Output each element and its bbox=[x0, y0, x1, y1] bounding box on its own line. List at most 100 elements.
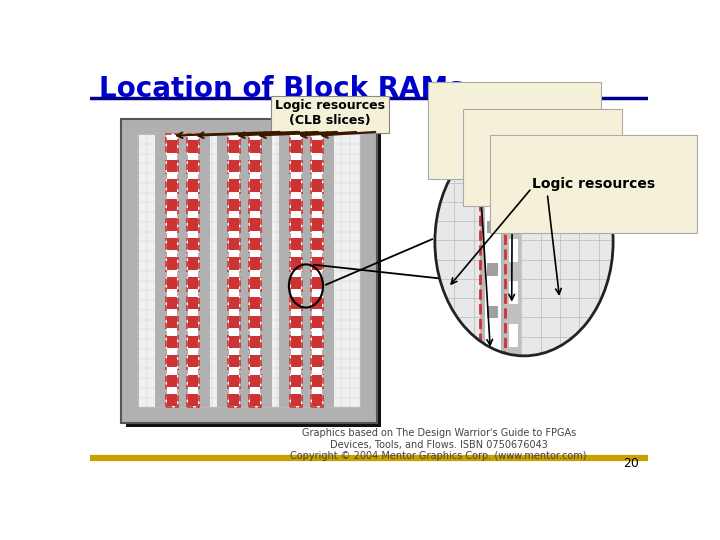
Bar bbox=[261, 350, 264, 355]
Bar bbox=[239, 155, 243, 159]
Text: Location of Block RAMs: Location of Block RAMs bbox=[99, 75, 465, 103]
Bar bbox=[291, 199, 301, 211]
Bar bbox=[301, 253, 305, 257]
Bar bbox=[287, 311, 291, 316]
Bar bbox=[291, 140, 301, 153]
Bar bbox=[250, 238, 260, 250]
Bar bbox=[291, 335, 301, 348]
Bar bbox=[239, 389, 243, 394]
Bar bbox=[301, 350, 305, 355]
Bar bbox=[287, 272, 291, 276]
Bar bbox=[155, 134, 166, 408]
Bar bbox=[198, 174, 202, 179]
Bar bbox=[167, 375, 177, 387]
Bar bbox=[487, 306, 498, 318]
Bar bbox=[246, 389, 250, 394]
Bar bbox=[177, 174, 181, 179]
Bar bbox=[163, 370, 166, 374]
Bar bbox=[177, 213, 181, 218]
Bar bbox=[167, 277, 177, 289]
Bar bbox=[229, 179, 239, 192]
Bar bbox=[480, 128, 505, 356]
Bar bbox=[312, 238, 322, 250]
Bar bbox=[509, 197, 518, 219]
Bar bbox=[279, 134, 290, 408]
Bar bbox=[198, 389, 202, 394]
Bar bbox=[487, 233, 498, 261]
Bar bbox=[225, 350, 228, 355]
Bar bbox=[177, 350, 181, 355]
Bar bbox=[246, 213, 250, 218]
Bar bbox=[184, 370, 188, 374]
Bar bbox=[301, 174, 305, 179]
Bar bbox=[121, 119, 377, 423]
Bar bbox=[435, 128, 480, 356]
Bar bbox=[177, 389, 181, 394]
Bar bbox=[480, 128, 485, 356]
Bar bbox=[246, 292, 250, 296]
Bar bbox=[229, 160, 239, 172]
Bar bbox=[312, 160, 322, 172]
Bar bbox=[250, 199, 260, 211]
Bar bbox=[509, 281, 518, 304]
Bar bbox=[225, 311, 228, 316]
Bar bbox=[239, 370, 243, 374]
Bar bbox=[261, 370, 264, 374]
Bar bbox=[198, 253, 202, 257]
Ellipse shape bbox=[435, 128, 613, 356]
Bar bbox=[509, 154, 518, 177]
Bar bbox=[301, 311, 305, 316]
Bar bbox=[291, 238, 301, 250]
Bar bbox=[246, 272, 250, 276]
Bar bbox=[177, 155, 181, 159]
Bar bbox=[167, 160, 177, 172]
Bar bbox=[163, 330, 166, 335]
Bar bbox=[177, 272, 181, 276]
Bar bbox=[291, 179, 301, 192]
Text: Logic resources: Logic resources bbox=[532, 177, 655, 191]
Bar bbox=[217, 134, 228, 408]
Bar bbox=[287, 174, 291, 179]
Bar bbox=[261, 253, 264, 257]
Bar bbox=[177, 330, 181, 335]
Bar bbox=[290, 134, 302, 408]
Bar bbox=[291, 219, 301, 231]
Bar bbox=[246, 155, 250, 159]
Bar bbox=[250, 296, 260, 309]
Bar bbox=[225, 272, 228, 276]
Bar bbox=[250, 394, 260, 407]
Bar bbox=[312, 219, 322, 231]
Bar bbox=[239, 272, 243, 276]
Bar bbox=[301, 370, 305, 374]
Bar bbox=[487, 191, 498, 219]
Bar bbox=[308, 292, 312, 296]
Bar bbox=[323, 311, 326, 316]
Bar bbox=[312, 375, 322, 387]
Bar bbox=[198, 233, 202, 238]
Bar bbox=[291, 316, 301, 328]
Bar bbox=[163, 389, 166, 394]
Bar bbox=[184, 389, 188, 394]
Bar bbox=[250, 277, 260, 289]
Bar bbox=[301, 389, 305, 394]
Bar bbox=[261, 155, 264, 159]
Bar bbox=[501, 128, 505, 356]
Bar bbox=[323, 134, 334, 408]
Bar bbox=[163, 253, 166, 257]
Bar bbox=[261, 194, 264, 199]
Bar bbox=[249, 134, 261, 408]
Bar bbox=[239, 350, 243, 355]
Bar bbox=[167, 179, 177, 192]
Bar bbox=[246, 330, 250, 335]
Bar bbox=[509, 239, 518, 261]
Bar bbox=[163, 213, 166, 218]
Bar bbox=[198, 292, 202, 296]
Bar bbox=[198, 155, 202, 159]
Bar bbox=[291, 277, 301, 289]
Bar bbox=[177, 233, 181, 238]
Bar bbox=[250, 179, 260, 192]
Bar bbox=[163, 233, 166, 238]
Bar bbox=[229, 335, 239, 348]
Bar bbox=[250, 355, 260, 367]
Bar bbox=[323, 174, 326, 179]
